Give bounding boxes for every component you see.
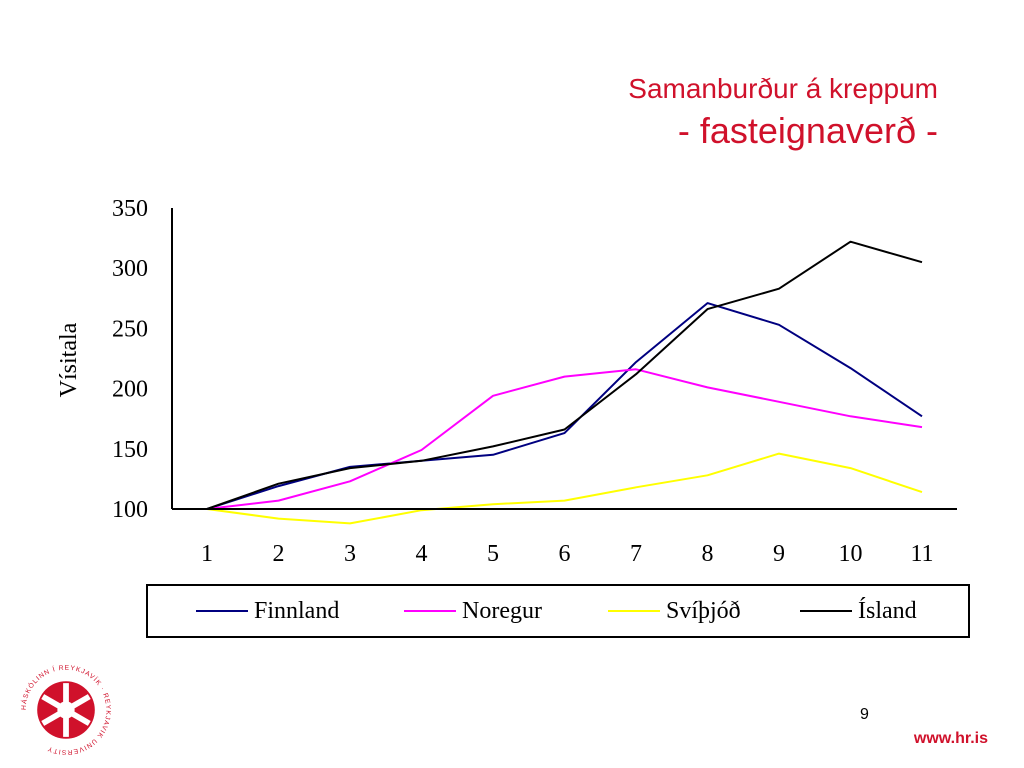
- series-line-3: [206, 452, 923, 525]
- y-tick-labels: 100 150 200 250 300 350: [112, 196, 148, 523]
- legend-label-finnland: Finnland: [254, 597, 340, 624]
- y-tick-label: 300: [112, 256, 148, 282]
- slide-title: Samanburður á kreppum - fasteignaverð -: [628, 70, 938, 154]
- x-tick-label: 3: [344, 541, 356, 567]
- y-tick-label: 150: [112, 437, 148, 463]
- x-tick-label: 6: [559, 541, 571, 567]
- y-tick-label: 350: [112, 196, 148, 222]
- y-tick-label: 200: [112, 377, 148, 403]
- legend-item-svithjod: Svíþjóð: [608, 586, 741, 636]
- legend-swatch-finnland: [196, 610, 248, 612]
- x-tick-label: 2: [273, 541, 285, 567]
- page-number: 9: [860, 706, 869, 723]
- line-chart: 100 150 200 250 300 350 1 2 3 4 5 6 7 8 9 10 11 Vísital…: [56, 196, 957, 567]
- legend-swatch-svithjod: [608, 610, 660, 612]
- y-axis-label: Vísitala: [56, 322, 82, 397]
- legend-swatch-noregur: [404, 610, 456, 612]
- legend-swatch-island: [800, 610, 852, 612]
- legend-item-finnland: Finnland: [196, 586, 339, 636]
- legend-item-noregur: Noregur: [404, 586, 542, 636]
- legend-label-svithjod: Svíþjóð: [666, 597, 741, 624]
- legend-item-island: Ísland: [800, 586, 917, 636]
- x-tick-labels: 1 2 3 4 5 6 7 8 9 10 11: [201, 541, 934, 567]
- university-logo: HÁSKÓLINN Í REYKJAVÍK · REYKJAVIK UNIVER…: [19, 664, 110, 755]
- series-line-4: [206, 240, 923, 510]
- x-tick-label: 5: [487, 541, 499, 567]
- title-line-2: - fasteignaverð -: [677, 110, 938, 151]
- series-lines: [206, 240, 923, 525]
- chart-legend: Finnland Noregur Svíþjóð Ísland: [146, 584, 970, 638]
- x-tick-label: 1: [201, 541, 213, 567]
- x-tick-label: 9: [773, 541, 785, 567]
- website-link[interactable]: www.hr.is: [913, 730, 988, 747]
- title-line-1: Samanburður á kreppum: [628, 73, 938, 104]
- legend-label-noregur: Noregur: [462, 597, 542, 624]
- x-tick-label: 8: [702, 541, 714, 567]
- series-line-2: [206, 368, 923, 510]
- x-tick-label: 11: [910, 541, 933, 567]
- legend-label-island: Ísland: [858, 597, 917, 624]
- y-tick-label: 100: [112, 497, 148, 523]
- x-tick-label: 10: [839, 541, 863, 567]
- series-line-1: [206, 302, 923, 510]
- y-tick-label: 250: [112, 316, 148, 342]
- x-tick-label: 4: [416, 541, 428, 567]
- x-tick-label: 7: [630, 541, 642, 567]
